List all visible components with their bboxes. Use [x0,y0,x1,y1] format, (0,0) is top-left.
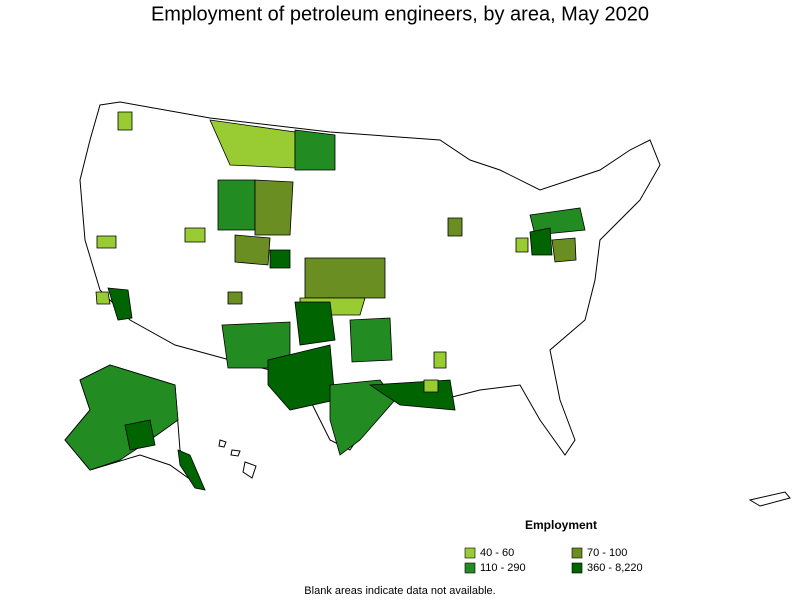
region [177,449,206,491]
region [423,379,439,393]
region [294,301,336,346]
region [269,249,291,269]
region [227,291,243,305]
map [64,101,791,507]
region [267,344,336,411]
region [304,257,386,299]
region [184,227,206,243]
legend-title: Employment [525,518,597,532]
region [447,217,463,237]
legend-label: 70 - 100 [587,547,627,559]
legend: 40 - 60 70 - 100 110 - 290 360 - 8,220 [464,547,643,574]
region [433,351,447,369]
region [349,317,393,363]
region [551,237,577,263]
note: Blank areas indicate data not available. [304,585,495,597]
territory [748,491,791,507]
legend-label: 110 - 290 [480,562,526,574]
region [95,291,111,305]
region [64,364,179,471]
region [254,179,294,236]
region [117,111,133,131]
region [96,235,117,249]
legend-label: 360 - 8,220 [587,562,643,574]
region [107,287,133,321]
region [529,227,553,256]
legend-swatch [464,547,476,559]
region [124,419,156,451]
legend-swatch [571,547,583,559]
region [234,234,271,266]
legend-swatch [571,562,583,574]
title: Employment of petroleum engineers, by ar… [151,3,649,25]
hawaii [218,439,257,479]
region [294,129,336,171]
region [329,379,396,456]
legend-label: 40 - 60 [480,547,514,559]
region [217,179,256,231]
region [515,237,529,253]
legend-swatch [464,562,476,574]
region [529,207,586,236]
